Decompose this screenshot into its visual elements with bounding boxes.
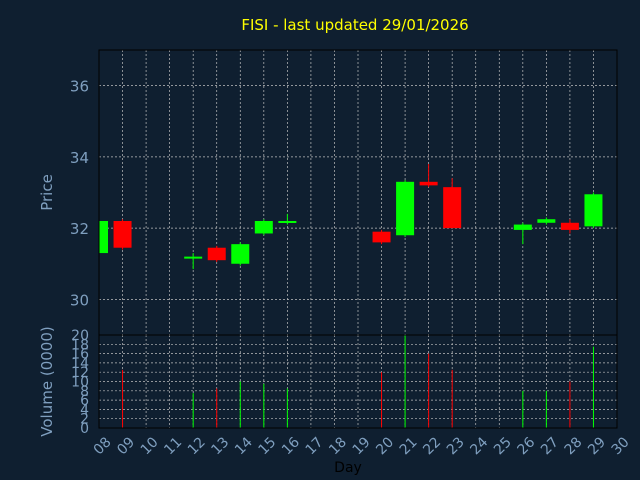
volume-y-tick-label: 0 (80, 421, 89, 437)
candle-body (184, 256, 203, 259)
candle-body (231, 244, 250, 264)
volume-y-tick-label: 18 (71, 337, 89, 353)
candle-body (372, 231, 391, 243)
volume-y-tick-label: 4 (80, 402, 89, 418)
candle-body (113, 221, 132, 248)
volume-y-tick-label: 8 (80, 384, 89, 400)
candle-body (584, 194, 603, 227)
volume-y-tick-label: 12 (71, 365, 89, 381)
candle-body (99, 221, 108, 254)
candle-body (560, 222, 579, 230)
candle-15 (254, 219, 273, 236)
candle-12 (184, 253, 203, 270)
volume-y-tick-label: 16 (71, 347, 89, 363)
candle-22 (419, 164, 438, 188)
candle-body (254, 221, 273, 234)
volume-panel-frame (98, 334, 618, 429)
price-y-tick-label: 34 (70, 149, 89, 167)
price-y-tick-label: 30 (70, 291, 89, 309)
candle-13 (207, 245, 226, 262)
volume-y-axis-label: Volume (0000) (38, 326, 56, 436)
volume-bars (122, 335, 594, 428)
x-axis-label: Day (334, 460, 362, 476)
candle-body (537, 219, 556, 223)
candle-28 (560, 219, 579, 234)
candle-21 (396, 180, 415, 238)
candle-29 (584, 192, 603, 229)
candle-09 (113, 219, 132, 250)
candle-16 (278, 213, 297, 225)
x-axis-ticks: 08 09 10 11 12 13 14 15 16 17 18 19 20 21 22 23 24 25 26 27… (91, 434, 633, 458)
candle-08 (98, 219, 108, 255)
candle-body (513, 224, 532, 230)
chart-title: FISI - last updated 29/01/2026 (241, 16, 468, 34)
price-y-ticks: 30 32 34 36 (70, 78, 89, 310)
candle-body (278, 221, 297, 223)
candle-23 (443, 178, 462, 229)
price-grid (98, 50, 618, 335)
candle-body (396, 181, 415, 236)
candle-body (443, 187, 462, 229)
price-y-tick-label: 32 (70, 220, 89, 238)
candle-body (419, 181, 438, 186)
candle-26 (513, 222, 532, 245)
candle-20 (372, 229, 391, 245)
volume-y-tick-label: 14 (71, 356, 89, 372)
price-y-tick-label: 36 (70, 78, 89, 96)
price-y-axis-label: Price (38, 174, 56, 211)
candle-body (207, 247, 226, 261)
volume-y-tick-label: 10 (71, 375, 89, 391)
volume-y-tick-label: 6 (80, 393, 89, 409)
candle-27 (537, 217, 556, 225)
volume-y-tick-label: 20 (71, 328, 89, 344)
candle-14 (231, 242, 250, 266)
volume-y-tick-label: 2 (80, 412, 89, 428)
price-candles (98, 164, 603, 270)
